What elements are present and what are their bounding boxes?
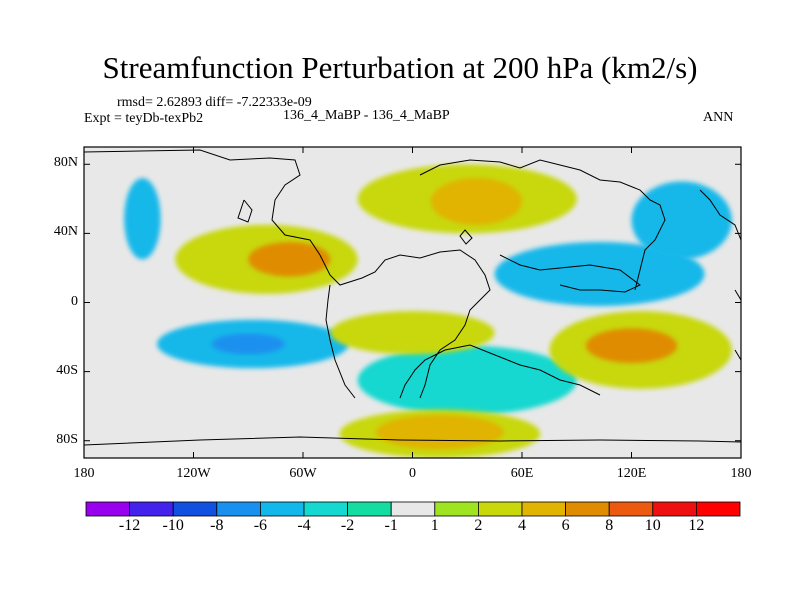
- colorbar-box: [216, 501, 261, 517]
- field-region-4: [631, 181, 732, 260]
- colorbar-label: 10: [644, 517, 661, 534]
- season-label: ANN: [703, 110, 734, 125]
- field-region-7: [248, 242, 331, 277]
- colorbar-box: [652, 501, 697, 517]
- colorbar-label: -10: [162, 517, 184, 534]
- x-tick-label: 60W: [289, 466, 317, 481]
- colorbar-box: [390, 501, 436, 517]
- colorbar-box: [303, 501, 348, 517]
- field-region-13: [376, 414, 504, 450]
- x-tick-label: 180: [730, 466, 752, 481]
- colorbar-label: 2: [474, 517, 483, 534]
- field-region-2: [211, 333, 285, 355]
- colorbar-box: [565, 501, 610, 517]
- colorbar-label: 1: [430, 517, 439, 534]
- colorbar-label: 8: [605, 517, 614, 534]
- colorbar-box: [521, 501, 566, 517]
- colorbar-box: [129, 501, 174, 517]
- field-region-14: [330, 311, 495, 355]
- colorbar-label: -8: [210, 517, 224, 534]
- colorbar-box: [608, 501, 654, 517]
- stats-label: rmsd= 2.62893 diff= -7.22333e-09: [117, 95, 312, 110]
- colorbar-label: -6: [253, 517, 268, 534]
- y-tick-label: 40S: [56, 362, 78, 378]
- chart-title: Streamfunction Perturbation at 200 hPa (…: [102, 50, 698, 85]
- streamfunction-field: [124, 164, 732, 458]
- field-region-0: [124, 178, 161, 260]
- case-label: 136_4_MaBP - 136_4_MaBP: [283, 108, 450, 123]
- x-tick-label: 120W: [176, 466, 211, 481]
- colorbar-box: [696, 501, 741, 517]
- colorbar-label: 4: [518, 517, 526, 534]
- field-region-3: [494, 242, 705, 306]
- x-tick-label: 180: [73, 466, 95, 481]
- x-tick-label: 120E: [616, 466, 647, 481]
- y-tick-label: 40N: [53, 224, 78, 240]
- y-tick-label: 0: [71, 293, 78, 309]
- colorbar-box: [172, 501, 218, 517]
- colorbar-label: 12: [688, 517, 705, 534]
- axis-ticks: [83, 147, 742, 458]
- colorbar-box: [477, 501, 523, 517]
- colorbar-box: [85, 501, 130, 517]
- colorbar: [85, 501, 741, 517]
- experiment-label: Expt = teyDb-texPb2: [84, 111, 204, 126]
- colorbar-box: [434, 501, 479, 517]
- colorbar-label: -4: [297, 517, 311, 534]
- y-tick-label: 80N: [53, 155, 78, 171]
- colorbar-box: [259, 501, 305, 517]
- field-region-5: [357, 345, 577, 415]
- coastlines: [84, 149, 741, 446]
- colorbar-box: [347, 501, 392, 517]
- x-tick-label: 0: [409, 466, 416, 481]
- colorbar-label: 6: [561, 517, 570, 534]
- field-region-11: [585, 328, 678, 363]
- y-tick-label: 80S: [56, 431, 78, 447]
- x-tick-label: 60E: [510, 466, 534, 481]
- colorbar-label: -12: [118, 517, 141, 534]
- colorbar-label: -1: [384, 517, 398, 534]
- colorbar-label: -2: [340, 517, 355, 534]
- field-region-9: [430, 178, 522, 225]
